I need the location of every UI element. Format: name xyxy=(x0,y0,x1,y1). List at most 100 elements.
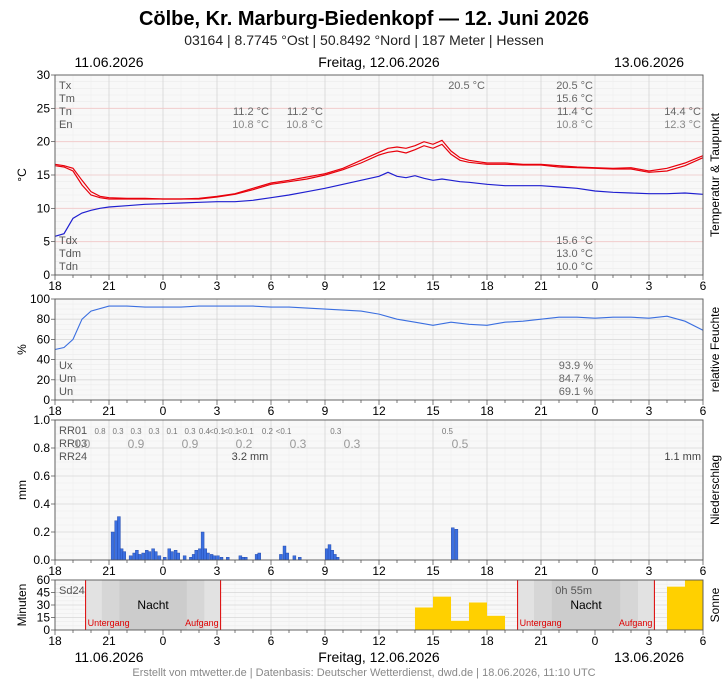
y-tick-label: 15 xyxy=(37,168,51,182)
x-tick-label: 0 xyxy=(160,634,167,648)
y-tick-label: 0 xyxy=(43,393,50,407)
stat-value-tx: 20.5 °C xyxy=(556,80,593,92)
x-tick-label: 21 xyxy=(102,404,116,418)
precip-bar xyxy=(182,555,187,561)
rr01-value: 0.8 xyxy=(94,427,106,436)
x-tick-label: 6 xyxy=(268,634,275,648)
x-tick-label: 9 xyxy=(322,404,329,418)
stat-value-day2_tn: 11.2 °C xyxy=(287,106,323,118)
y-tick-label: 10 xyxy=(37,201,51,215)
y-tick-label: 60 xyxy=(37,573,51,587)
rr01-value: 0.3 xyxy=(184,427,196,436)
x-tick-label: 9 xyxy=(322,634,329,648)
y-tick-label: 20 xyxy=(37,135,51,149)
rr01-value: <0.1 xyxy=(238,427,254,436)
y-axis-label: Minuten xyxy=(15,584,29,627)
sunshine-bar xyxy=(451,620,469,630)
x-tick-label: 18 xyxy=(480,564,494,578)
sunshine-bar xyxy=(433,596,451,630)
y-tick-label: 45 xyxy=(37,586,51,600)
y-tick-label: 25 xyxy=(37,101,51,115)
precip-bar xyxy=(194,550,198,561)
date-center-bottom: Freitag, 12.06.2026 xyxy=(318,649,440,665)
y-tick-label: 15 xyxy=(37,611,51,625)
stat-value-um: 84.7 % xyxy=(559,373,593,385)
rr01-value: <0.1 xyxy=(276,427,292,436)
night-label: Nacht xyxy=(570,598,602,612)
y-tick-label: 80 xyxy=(37,312,51,326)
x-tick-label: 18 xyxy=(48,404,62,418)
panel-frame xyxy=(54,74,704,276)
x-tick-label: 3 xyxy=(214,404,221,418)
y-tick-label: 0.6 xyxy=(33,469,50,483)
sd24-value: 0h 55m xyxy=(555,585,592,597)
y-tick-label: 40 xyxy=(37,353,51,367)
x-tick-label: 0 xyxy=(592,564,599,578)
sunshine-bar xyxy=(487,615,505,630)
side-axis-label: Temperatur & Taupunkt xyxy=(708,112,722,237)
side-axis-label: Niederschlag xyxy=(708,455,722,525)
date-right-top: 13.06.2026 xyxy=(614,54,684,70)
precip-bar xyxy=(137,554,142,561)
precip-bar xyxy=(128,555,133,561)
x-tick-label: 3 xyxy=(214,564,221,578)
rr01-value: 0.3 xyxy=(148,427,160,436)
x-tick-label: 21 xyxy=(534,564,548,578)
y-tick-label: 0 xyxy=(43,268,50,282)
sunset-label: Untergang xyxy=(88,618,130,628)
y-tick-label: 30 xyxy=(37,598,51,612)
precip-bar xyxy=(154,551,158,561)
precip-bar xyxy=(279,554,283,561)
x-tick-label: 3 xyxy=(214,634,221,648)
rr01-value: <0.1 xyxy=(224,427,240,436)
stat-value-en: 10.8 °C xyxy=(556,119,593,131)
rr01-value: <0.1 xyxy=(209,427,225,436)
y-axis-label: °C xyxy=(15,168,29,182)
panel-humidity: 0 20 40 60 80 100 18 21 0 3 6 9 12 15 18 21 0 3 6% relative… xyxy=(15,292,722,418)
x-tick-label: 12 xyxy=(372,634,386,648)
footer-credit: Erstellt von mtwetter.de | Datenbasis: D… xyxy=(132,667,595,679)
stat-value-tdm: 13.0 °C xyxy=(556,248,593,260)
x-tick-label: 0 xyxy=(592,279,599,293)
panel-frame xyxy=(54,298,704,401)
x-tick-label: 0 xyxy=(160,279,167,293)
panel-frame xyxy=(54,579,704,631)
precip-bar xyxy=(122,551,126,561)
x-tick-label: 12 xyxy=(372,564,386,578)
rr03-value: 1.0 xyxy=(74,437,91,451)
precip-bar xyxy=(110,531,115,561)
rr01-value: 0.1 xyxy=(166,427,178,436)
stat-value-day1_tn: 11.2 °C xyxy=(233,106,269,118)
stat-value-ux: 93.9 % xyxy=(559,360,593,372)
stat-value-tn: 11.4 °C xyxy=(557,106,593,118)
night-label: Nacht xyxy=(137,598,169,612)
x-tick-label: 9 xyxy=(322,564,329,578)
stat-label: Tdx xyxy=(59,235,78,247)
x-tick-label: 0 xyxy=(160,404,167,418)
stat-label: Un xyxy=(59,386,73,398)
series-line-humidity xyxy=(54,305,704,351)
x-tick-label: 18 xyxy=(48,564,62,578)
stat-label: Ux xyxy=(59,360,73,372)
night-band-deep xyxy=(119,580,187,630)
x-tick-label: 3 xyxy=(646,279,653,293)
x-tick-label: 3 xyxy=(214,279,221,293)
date-left-top: 11.06.2026 xyxy=(74,54,143,70)
stat-label: Um xyxy=(59,373,76,385)
y-axis-label: % xyxy=(15,344,29,355)
x-tick-label: 6 xyxy=(700,404,707,418)
precip-bar xyxy=(170,551,174,561)
precip-bar xyxy=(206,552,210,561)
x-tick-label: 18 xyxy=(480,634,494,648)
stat-label: Tx xyxy=(59,80,72,92)
precip-bar xyxy=(257,552,261,561)
rr01-value: 0.4 xyxy=(199,427,211,436)
stat-value-tx_mid: 20.5 °C xyxy=(448,80,485,92)
x-tick-label: 15 xyxy=(426,279,440,293)
panel-frame xyxy=(54,419,704,561)
y-axis-label: mm xyxy=(15,480,29,500)
x-tick-label: 3 xyxy=(646,564,653,578)
stat-value-un: 69.1 % xyxy=(559,386,593,398)
stat-value-tdn: 10.0 °C xyxy=(556,261,593,273)
stat-value-tm: 15.6 °C xyxy=(556,93,593,105)
